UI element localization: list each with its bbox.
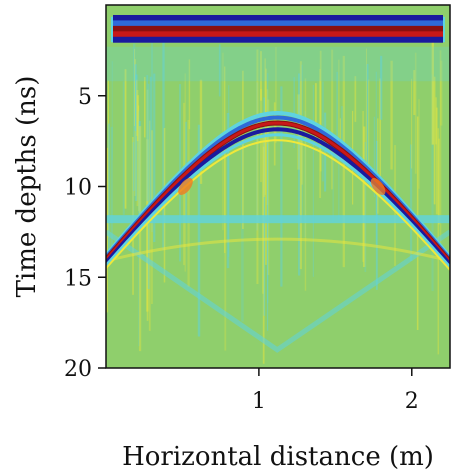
y-axis-title: Time depths (ns)	[12, 76, 42, 298]
y-tick-label: 10	[64, 176, 92, 201]
x-tick-label: 2	[405, 389, 419, 414]
direct-wave-band	[113, 36, 443, 43]
lower-arc-reflection	[113, 237, 443, 261]
radargram-plot-area	[106, 5, 450, 368]
y-tick-label: 5	[78, 85, 92, 110]
hyperbola-layer	[106, 127, 450, 267]
direct-wave-band	[113, 14, 443, 21]
radargram-background	[106, 5, 450, 368]
y-tick-label: 15	[64, 266, 92, 291]
hyperbola-layer	[106, 139, 450, 271]
direct-wave-haze	[106, 46, 450, 82]
hyperbola-layer	[106, 133, 450, 269]
axis-ticks: 5 10 15 20 1 2	[64, 85, 419, 414]
hyperbola-flank-highlight	[178, 178, 193, 195]
direct-wave-band	[113, 20, 443, 27]
inverted-v-reflection	[106, 229, 450, 353]
hyperbola-layer	[106, 121, 450, 264]
x-axis-title: Horizontal distance (m)	[122, 442, 434, 472]
hyperbola-flank-highlight	[370, 178, 386, 195]
x-tick-label: 1	[252, 389, 266, 414]
horizontal-reflector	[106, 215, 450, 224]
direct-wave-band	[113, 31, 443, 38]
direct-wave-band	[113, 25, 443, 32]
y-tick-label: 20	[64, 357, 92, 382]
